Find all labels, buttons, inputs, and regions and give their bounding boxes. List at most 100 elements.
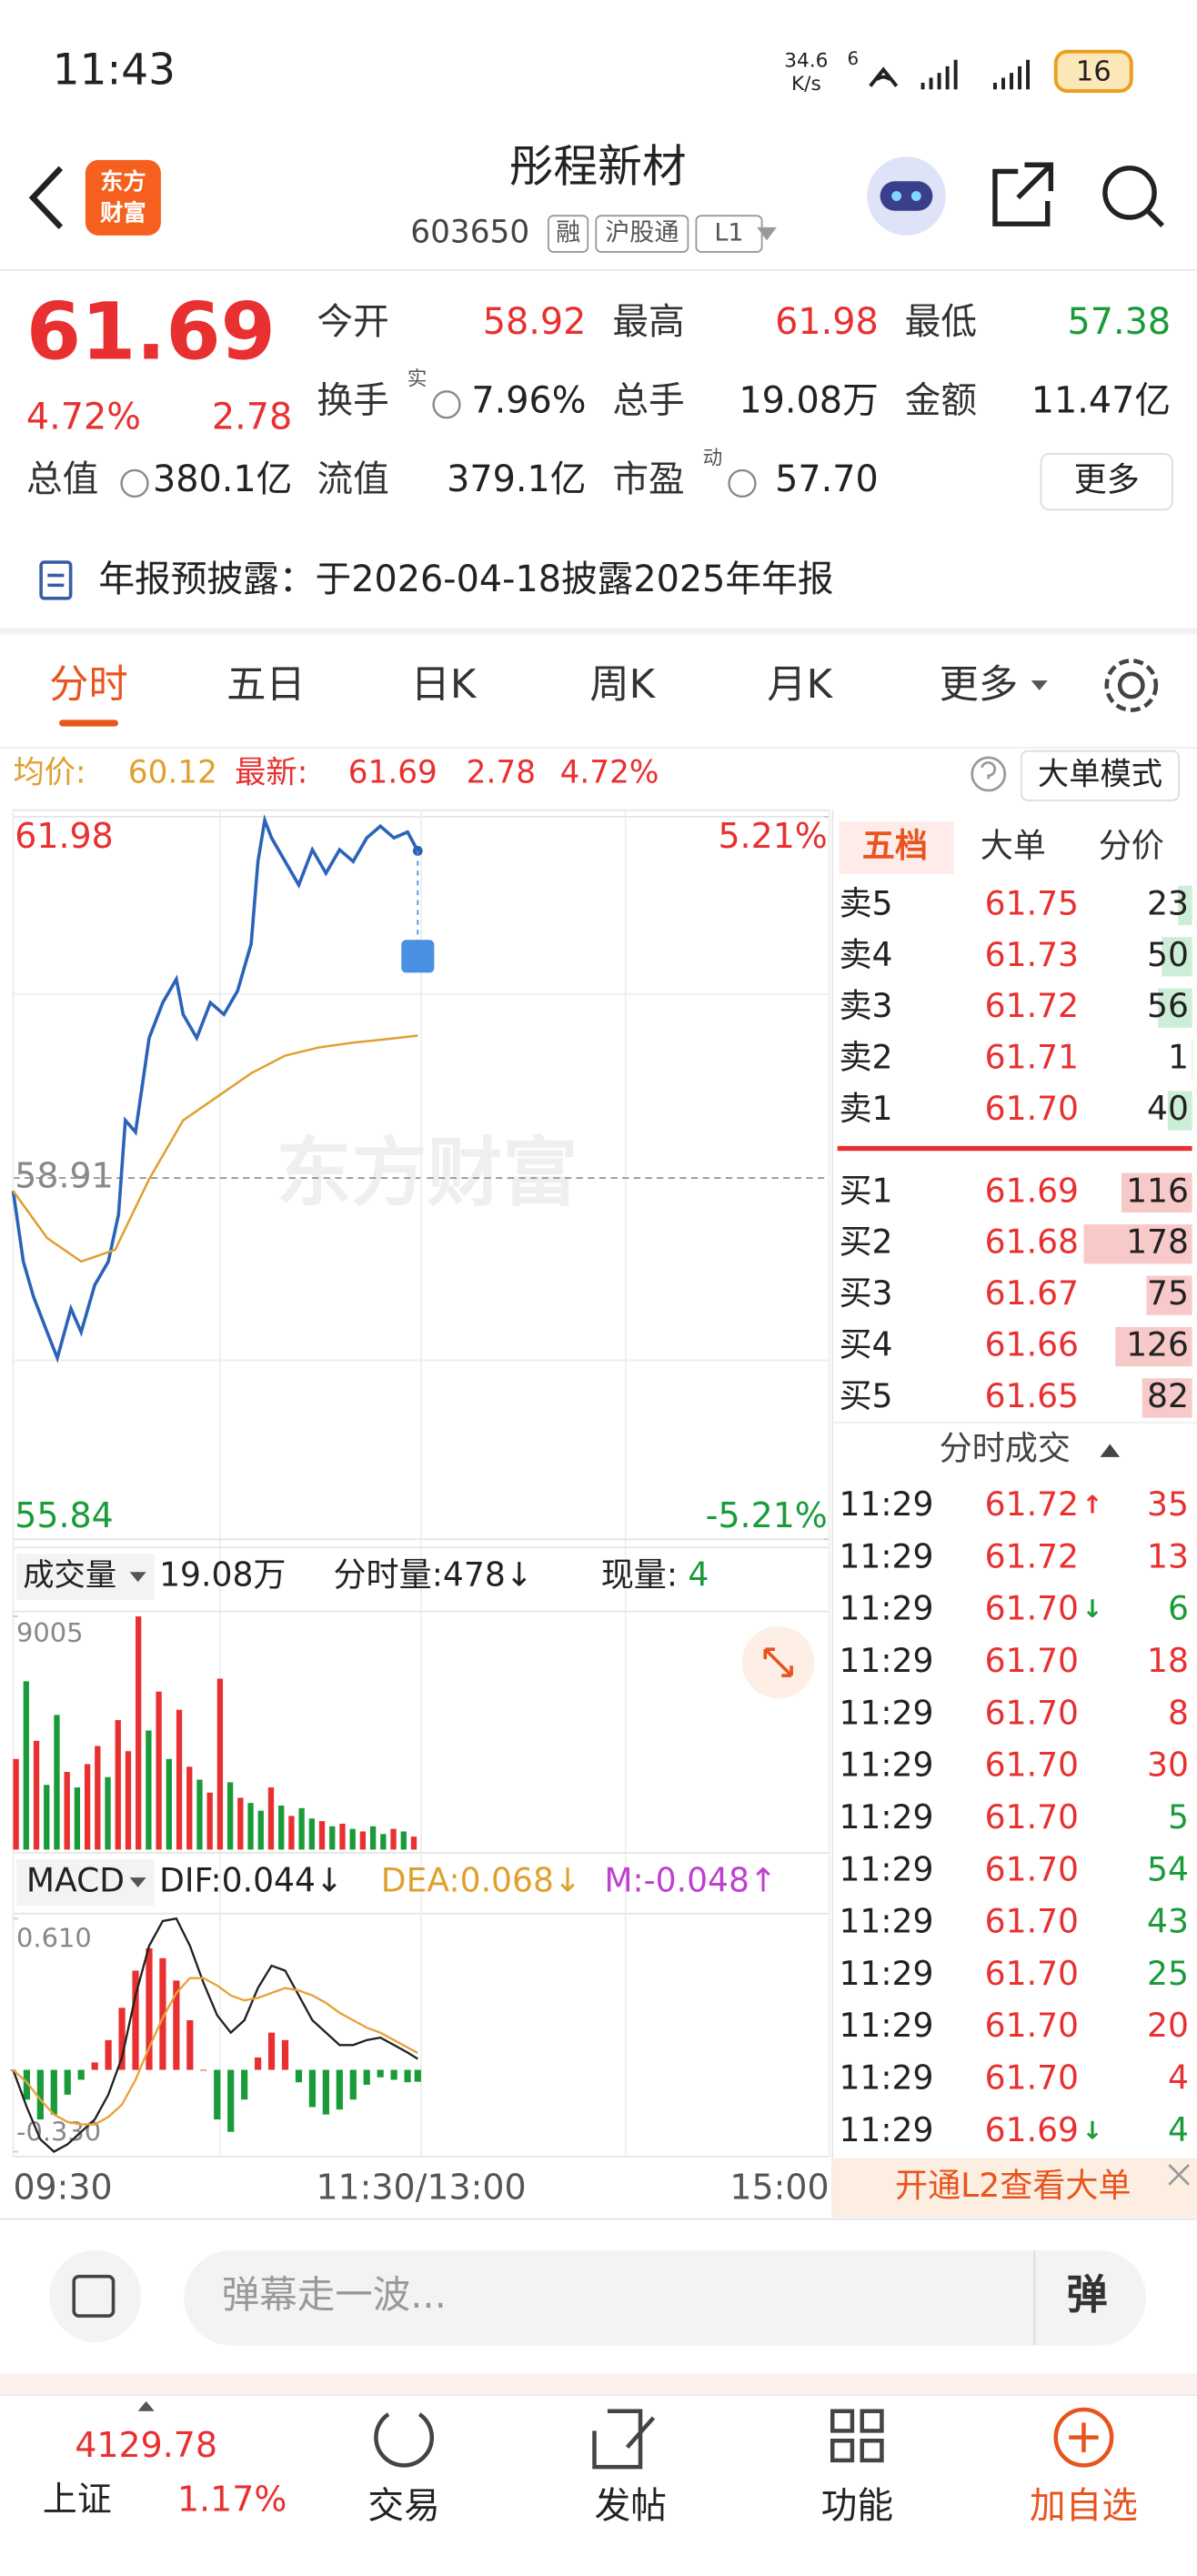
- book-volume: 178: [1126, 1223, 1189, 1262]
- macd-bar: [241, 2069, 248, 2100]
- indicator-label[interactable]: MACD: [26, 1860, 125, 1899]
- macd-bar: [91, 2062, 98, 2070]
- trade-price: 61.72: [985, 1536, 1079, 1575]
- settings-button[interactable]: [1104, 659, 1159, 712]
- volume-bar: [359, 1831, 367, 1850]
- book-label: 卖2: [839, 1038, 892, 1077]
- volume-bar: [318, 1821, 326, 1850]
- book-tab[interactable]: 五档: [862, 826, 928, 865]
- volume-bar: [196, 1779, 203, 1850]
- trade-volume: 35: [1147, 1484, 1189, 1524]
- stock-name: 彤程新材: [509, 142, 687, 193]
- tab[interactable]: 五日: [226, 662, 306, 708]
- back-button[interactable]: [28, 166, 64, 230]
- trade-time: 11:29: [839, 1954, 933, 1993]
- wifi-icon: [869, 66, 899, 87]
- book-price: 61.69: [985, 1171, 1079, 1210]
- nav-label[interactable]: 加自选: [1030, 2485, 1138, 2527]
- book-label: 买5: [839, 1376, 892, 1415]
- latest-pct: 4.72%: [560, 754, 659, 790]
- volume-label[interactable]: 成交量: [23, 1557, 116, 1594]
- trade-arrow: ↓: [1082, 1595, 1103, 1624]
- s-marker: [401, 940, 435, 973]
- nav-label[interactable]: 交易: [367, 2485, 439, 2527]
- volume-bar: [176, 1709, 183, 1850]
- x-tick-label: 11:30/13:00: [316, 2168, 526, 2208]
- volume-bar: [146, 1730, 152, 1850]
- indicator-select[interactable]: [16, 1859, 155, 1906]
- avg-value: 60.12: [128, 754, 217, 790]
- volume-bar: [156, 1691, 162, 1850]
- l2-banner-bg[interactable]: [832, 2158, 1197, 2218]
- volume-bar: [115, 1720, 121, 1850]
- field-value: 380.1亿: [153, 458, 292, 500]
- logo: [85, 159, 161, 236]
- index-value[interactable]: 4129.78: [75, 2425, 217, 2465]
- macd-line: [12, 1977, 418, 2126]
- macd-bar: [349, 2069, 357, 2100]
- trade-price: 61.70: [985, 1693, 1079, 1732]
- tab[interactable]: 日K: [411, 662, 478, 708]
- tab[interactable]: 月K: [767, 662, 833, 708]
- volume-bar: [54, 1715, 60, 1850]
- nav-label[interactable]: 发帖: [594, 2485, 666, 2527]
- volume-bar: [186, 1766, 193, 1850]
- mode-label[interactable]: 大单模式: [1038, 756, 1162, 792]
- book-volume: 116: [1126, 1171, 1189, 1210]
- book-tab[interactable]: 分价: [1099, 826, 1164, 865]
- watermark: 东方财富: [276, 1129, 578, 1217]
- macd-bar: [214, 2069, 221, 2120]
- volume-bar: [298, 1807, 305, 1850]
- y-tick-label: -0.330: [16, 2117, 101, 2148]
- volume-bar: [247, 1803, 254, 1850]
- trade-volume: 4: [1168, 2058, 1189, 2098]
- large-order-button[interactable]: [1020, 750, 1181, 801]
- field-sup: 实: [407, 368, 428, 391]
- book-price: 61.70: [985, 1089, 1079, 1128]
- trade-volume: 8: [1168, 1693, 1189, 1732]
- book-tab[interactable]: 大单: [981, 826, 1046, 865]
- close-banner[interactable]: [1168, 2164, 1190, 2186]
- tab[interactable]: 更多: [940, 662, 1019, 708]
- macd-bar: [50, 2069, 57, 2115]
- tab[interactable]: 周K: [589, 662, 656, 708]
- tab[interactable]: 分时: [49, 662, 128, 708]
- robot-button[interactable]: [867, 156, 946, 236]
- trade-volume: 4: [1168, 2110, 1189, 2149]
- expand-button[interactable]: [741, 1625, 815, 1699]
- trade-time: 11:29: [839, 1484, 933, 1524]
- volume-select[interactable]: [16, 1554, 155, 1600]
- help-button[interactable]: [971, 756, 1007, 792]
- volume-bar: [257, 1810, 264, 1850]
- more-button[interactable]: [1040, 453, 1173, 511]
- change-pct: 4.72%: [26, 397, 141, 438]
- trade-time: 11:29: [839, 1693, 933, 1732]
- trade-volume: 6: [1168, 1589, 1189, 1628]
- macd-bar: [23, 2069, 31, 2100]
- comment-list-button[interactable]: [49, 2249, 142, 2342]
- current-label: 现量:: [601, 1555, 678, 1595]
- book-volume-bar: [1178, 885, 1192, 926]
- volume-bar: [13, 1758, 19, 1850]
- book-volume-bar: [1115, 1326, 1192, 1367]
- tab-underline: [58, 719, 118, 727]
- comment-send[interactable]: 弹: [1066, 2270, 1107, 2319]
- share-button[interactable]: [992, 162, 1054, 226]
- volume-bar: [237, 1797, 244, 1850]
- comment-placeholder[interactable]: 弹幕走一波...: [222, 2272, 447, 2317]
- search-button[interactable]: [1102, 166, 1165, 227]
- macd-bar: [414, 2069, 421, 2082]
- dropdown-arrow: [129, 1877, 146, 1887]
- macd-bar: [377, 2069, 384, 2078]
- more-label[interactable]: 更多: [1074, 460, 1140, 499]
- comment-input[interactable]: [184, 2249, 1147, 2346]
- macd-bar: [336, 2069, 343, 2110]
- trade-time: 11:29: [839, 2006, 933, 2045]
- l2-banner[interactable]: 开通L2查看大单: [895, 2166, 1132, 2205]
- trade-volume: 5: [1168, 1797, 1189, 1836]
- y-tick-label: 9005: [16, 1617, 84, 1648]
- divider: [0, 628, 1197, 635]
- book-volume-bar: [1121, 1172, 1192, 1213]
- nav-label[interactable]: 功能: [821, 2485, 893, 2527]
- field-value: 379.1亿: [447, 458, 586, 500]
